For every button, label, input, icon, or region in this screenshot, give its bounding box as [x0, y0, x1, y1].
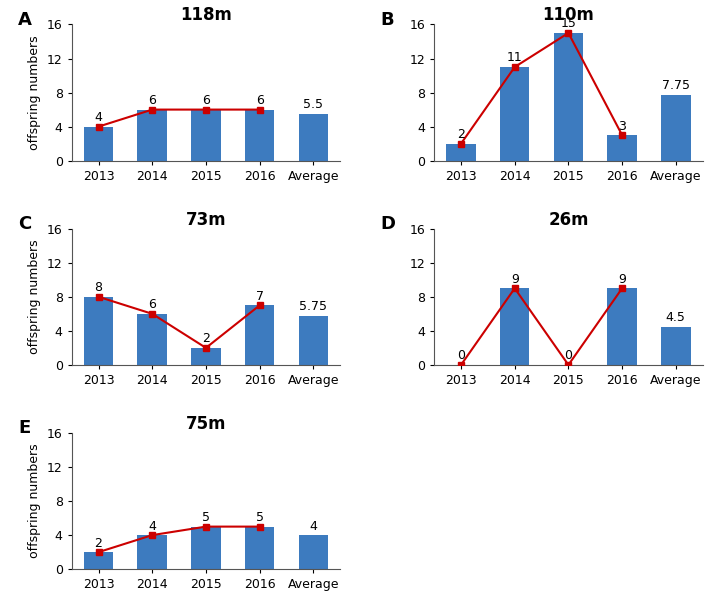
Text: 6: 6 [148, 298, 156, 312]
Text: 9: 9 [618, 273, 626, 286]
Bar [245, 526, 275, 569]
Bar [138, 314, 167, 365]
Text: 4: 4 [148, 520, 156, 532]
Title: 73m: 73m [186, 211, 227, 228]
Text: 6: 6 [202, 94, 210, 107]
Text: 7.75: 7.75 [662, 79, 690, 92]
Text: 3: 3 [618, 119, 626, 133]
Text: 7: 7 [256, 289, 264, 303]
Bar [84, 552, 113, 569]
Bar [554, 33, 583, 161]
Bar [84, 127, 113, 161]
Title: 26m: 26m [549, 211, 589, 228]
Text: 4: 4 [310, 520, 318, 532]
Text: 9: 9 [511, 273, 518, 286]
Bar [500, 288, 529, 365]
Title: 75m: 75m [186, 415, 226, 433]
Y-axis label: offspring numbers: offspring numbers [29, 444, 42, 558]
Text: 4: 4 [95, 111, 103, 124]
Bar [661, 327, 690, 365]
Bar [138, 535, 167, 569]
Text: 6: 6 [148, 94, 156, 107]
Text: 11: 11 [507, 51, 523, 64]
Text: 0: 0 [564, 349, 572, 362]
Text: 0: 0 [457, 349, 465, 362]
Text: 2: 2 [202, 332, 210, 345]
Y-axis label: offspring numbers: offspring numbers [29, 239, 42, 354]
Text: E: E [18, 419, 30, 438]
Text: B: B [381, 11, 394, 29]
Bar [661, 95, 690, 161]
Bar [298, 316, 328, 365]
Bar [191, 348, 221, 365]
Text: 6: 6 [256, 94, 264, 107]
Bar [191, 526, 221, 569]
Text: 8: 8 [95, 282, 103, 294]
Bar [245, 305, 275, 365]
Text: 2: 2 [457, 128, 465, 141]
Bar [298, 535, 328, 569]
Title: 118m: 118m [180, 6, 232, 24]
Text: 4.5: 4.5 [666, 311, 685, 324]
Bar [245, 110, 275, 161]
Text: A: A [18, 11, 32, 29]
Bar [607, 288, 637, 365]
Bar [607, 135, 637, 161]
Bar [500, 67, 529, 161]
Text: 5.5: 5.5 [303, 99, 323, 111]
Text: D: D [381, 215, 396, 233]
Bar [446, 144, 476, 161]
Bar [84, 297, 113, 365]
Text: 5: 5 [256, 511, 264, 524]
Text: C: C [18, 215, 32, 233]
Bar [138, 110, 167, 161]
Text: 5: 5 [202, 511, 210, 524]
Bar [191, 110, 221, 161]
Text: 15: 15 [561, 17, 576, 31]
Title: 110m: 110m [543, 6, 594, 24]
Text: 2: 2 [95, 537, 103, 550]
Bar [298, 114, 328, 161]
Text: 5.75: 5.75 [299, 300, 328, 313]
Y-axis label: offspring numbers: offspring numbers [29, 35, 42, 150]
